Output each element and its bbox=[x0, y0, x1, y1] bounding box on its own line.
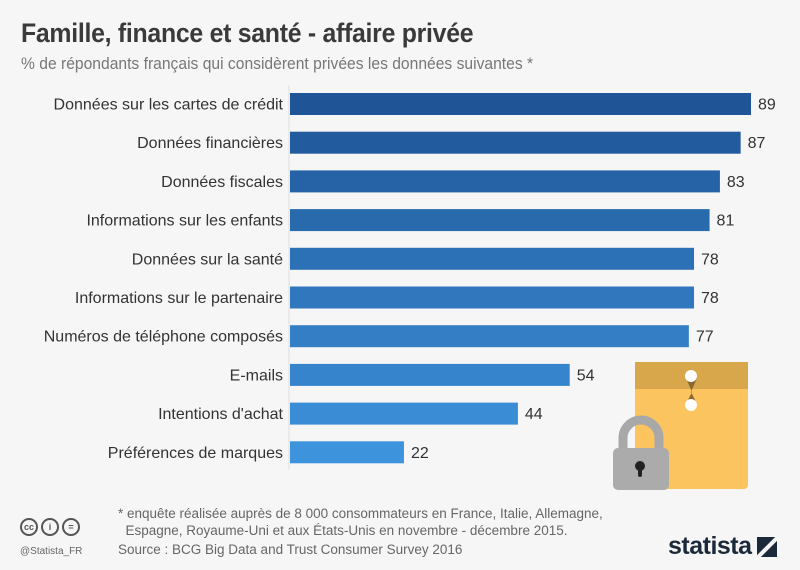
license-icons: cc i = bbox=[20, 518, 80, 536]
bar bbox=[290, 402, 518, 425]
category-label: Données sur la santé bbox=[132, 251, 283, 268]
bar bbox=[290, 170, 720, 193]
category-label: Informations sur les enfants bbox=[86, 213, 283, 230]
category-label: Préférences de marques bbox=[108, 445, 283, 462]
cc-icon: cc bbox=[20, 518, 38, 536]
bar bbox=[290, 286, 695, 309]
bar bbox=[290, 325, 689, 348]
bar-chart: Données sur les cartes de crédit 89 Donnée… bbox=[44, 85, 776, 490]
bar bbox=[290, 247, 695, 270]
padlock-icon bbox=[613, 415, 669, 490]
data-label: 87 bbox=[748, 135, 766, 152]
bar bbox=[290, 441, 404, 464]
chart-title: Famille, finance et santé - affaire priv… bbox=[21, 18, 474, 48]
footnote: * enquête réalisée auprès de 8 000 conso… bbox=[118, 506, 603, 538]
category-label: Informations sur le partenaire bbox=[75, 290, 283, 307]
data-label: 22 bbox=[411, 445, 429, 462]
category-label: E-mails bbox=[230, 367, 283, 384]
bar bbox=[290, 363, 570, 386]
data-label: 77 bbox=[696, 329, 714, 346]
bar bbox=[290, 93, 751, 115]
category-label: Numéros de téléphone composés bbox=[44, 329, 283, 346]
logo-mark-icon bbox=[756, 536, 777, 557]
data-label: 54 bbox=[577, 367, 595, 384]
category-label: Données sur les cartes de crédit bbox=[54, 97, 284, 114]
category-label: Intentions d'achat bbox=[158, 406, 283, 423]
statista-logo[interactable]: statista bbox=[668, 532, 777, 561]
data-label: 83 bbox=[727, 174, 745, 191]
logo-text: statista bbox=[668, 532, 752, 560]
data-label: 78 bbox=[701, 251, 719, 268]
data-label: 81 bbox=[717, 213, 735, 230]
bar bbox=[290, 209, 710, 232]
data-label: 44 bbox=[525, 406, 543, 423]
attribution-icon: i bbox=[41, 518, 59, 536]
category-label: Données fiscales bbox=[161, 174, 283, 191]
bar bbox=[290, 131, 741, 154]
data-label: 89 bbox=[758, 97, 776, 114]
data-label: 78 bbox=[701, 290, 719, 307]
social-handle: @Statista_FR bbox=[20, 546, 83, 557]
chart-subtitle: % de répondants français qui considèrent… bbox=[21, 54, 534, 73]
source: Source : BCG Big Data and Trust Consumer… bbox=[118, 542, 463, 557]
category-label: Données financières bbox=[137, 135, 283, 152]
envelope-lock-illustration bbox=[613, 362, 748, 490]
no-derivatives-icon: = bbox=[62, 518, 80, 536]
